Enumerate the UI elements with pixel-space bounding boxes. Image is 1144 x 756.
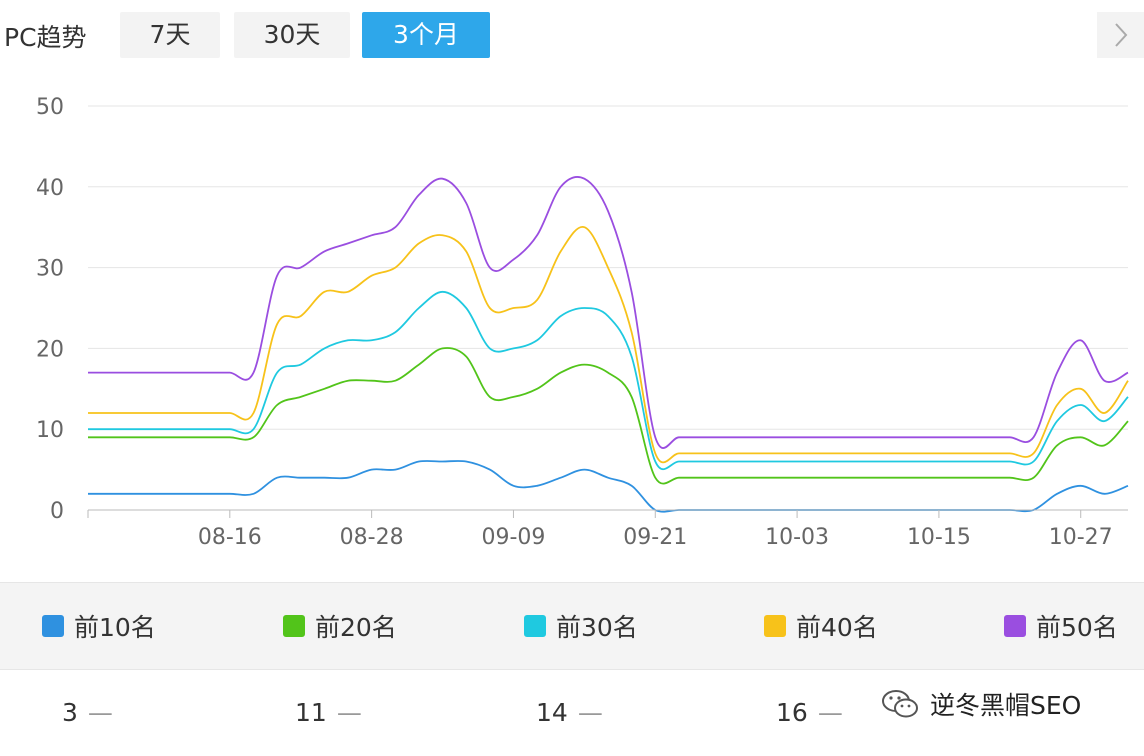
top-bar: PC趋势 7天 30天 3个月 bbox=[0, 0, 1144, 70]
value-number: 11 bbox=[295, 698, 327, 727]
y-tick-label: 20 bbox=[36, 337, 64, 362]
value-top40: 16 — bbox=[776, 698, 843, 727]
legend-item-top20[interactable]: 前20名 bbox=[283, 611, 397, 642]
chevron-right-icon bbox=[1114, 23, 1127, 47]
trend-chart: 0 10 20 30 40 50 08-16 08-28 09-09 09-21 10-03 10-1… bbox=[0, 80, 1144, 560]
legend-swatch bbox=[524, 615, 546, 637]
x-tick-label: 09-09 bbox=[481, 525, 545, 550]
x-tick-label: 08-28 bbox=[340, 525, 404, 550]
legend-swatch bbox=[1004, 615, 1026, 637]
value-number: 14 bbox=[536, 698, 568, 727]
legend-swatch bbox=[764, 615, 786, 637]
series-line-2 bbox=[88, 347, 1129, 485]
legend-item-top40[interactable]: 前40名 bbox=[764, 611, 878, 642]
y-tick-label: 40 bbox=[36, 176, 64, 201]
value-top30: 14 — bbox=[536, 698, 603, 727]
trend-chart-svg: 0 10 20 30 40 50 08-16 08-28 09-09 09-21 10-03 10-1… bbox=[36, 95, 1129, 550]
y-tick-label: 30 bbox=[36, 257, 64, 282]
range-30d-button[interactable]: 30天 bbox=[234, 12, 350, 58]
series-line-1 bbox=[87, 460, 1129, 513]
value-dash: — bbox=[577, 698, 603, 727]
series-line-4 bbox=[87, 226, 1129, 464]
watermark-text: 逆冬黑帽SEO bbox=[930, 691, 1082, 720]
x-tick-label: 08-16 bbox=[198, 525, 262, 550]
legend-label: 前30名 bbox=[556, 613, 638, 642]
y-tick-label: 10 bbox=[36, 418, 64, 443]
range-7d-button[interactable]: 7天 bbox=[120, 12, 220, 58]
x-tick-label: 09-21 bbox=[623, 525, 687, 550]
wechat-icon bbox=[882, 690, 918, 718]
y-tick-label: 0 bbox=[50, 499, 64, 524]
legend-label: 前10名 bbox=[74, 613, 156, 642]
x-tick-label: 10-03 bbox=[765, 525, 829, 550]
legend-swatch bbox=[42, 615, 64, 637]
legend-item-top30[interactable]: 前30名 bbox=[524, 611, 638, 642]
value-dash: — bbox=[87, 698, 113, 727]
legend-item-top50[interactable]: 前50名 bbox=[1004, 611, 1118, 642]
value-number: 16 bbox=[776, 698, 808, 727]
series-line-3 bbox=[88, 290, 1129, 471]
value-number: 3 bbox=[62, 698, 78, 727]
value-top10: 3— bbox=[62, 698, 113, 727]
values-row: 3— 11— 14— 16— bbox=[0, 670, 1144, 756]
page-title: PC趋势 bbox=[4, 23, 87, 52]
legend-label: 前50名 bbox=[1036, 613, 1118, 642]
legend-item-top10[interactable]: 前10名 bbox=[42, 611, 156, 642]
legend-swatch bbox=[283, 615, 305, 637]
x-tick-label: 10-27 bbox=[1049, 525, 1113, 550]
range-3m-button[interactable]: 3个月 bbox=[362, 12, 490, 58]
legend-label: 前40名 bbox=[796, 613, 878, 642]
y-tick-label: 50 bbox=[36, 95, 64, 120]
value-top20: 11 — bbox=[295, 698, 362, 727]
watermark: 逆冬黑帽SEO bbox=[880, 686, 1081, 722]
series-line-5 bbox=[87, 176, 1129, 449]
legend: 前10名 前20名 前30名 前40名 前50名 bbox=[0, 582, 1144, 670]
x-tick-label: 10-15 bbox=[907, 525, 971, 550]
value-dash: — bbox=[336, 698, 362, 727]
legend-label: 前20名 bbox=[315, 613, 397, 642]
next-button[interactable] bbox=[1097, 12, 1144, 58]
value-dash: — bbox=[817, 698, 843, 727]
